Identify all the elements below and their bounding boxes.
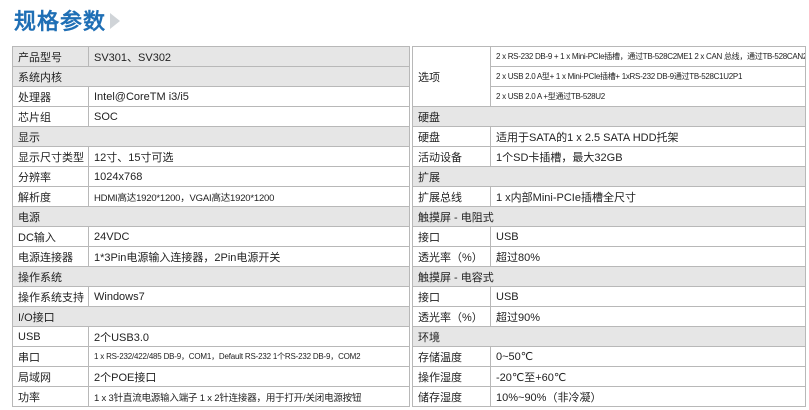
spec-label: 芯片组 xyxy=(12,106,89,127)
spec-row: 处理器 Intel@CoreTM i3/i5 xyxy=(12,86,410,107)
spec-label: 操作系统支持 xyxy=(12,286,89,307)
section-title: 显示 xyxy=(12,126,410,147)
spec-value: Intel@CoreTM i3/i5 xyxy=(88,86,410,107)
section-row: 扩展 xyxy=(412,166,806,187)
spec-value: SOC xyxy=(88,106,410,127)
section-row: 硬盘 xyxy=(412,106,806,127)
spec-row: 串口 1 x RS-232/422/485 DB-9，COM1，Default R… xyxy=(12,346,410,367)
spec-label: 储存湿度 xyxy=(412,386,491,407)
section-row: I/O接口 xyxy=(12,306,410,327)
spec-label: 透光率（%） xyxy=(412,246,491,267)
spec-row: 解析度 HDMI高达1920*1200，VGAI高达1920*1200 xyxy=(12,186,410,207)
section-row: 电源 xyxy=(12,206,410,227)
spec-row: 芯片组 SOC xyxy=(12,106,410,127)
section-title: I/O接口 xyxy=(12,306,410,327)
section-title: 系统内核 xyxy=(12,66,410,87)
right-spec-table: 选项 2 x RS-232 DB-9 + 1 x Mini-PCIe插槽，通过TB… xyxy=(412,46,806,407)
spec-value: 1*3Pin电源输入连接器，2Pin电源开关 xyxy=(88,246,410,267)
spec-row: 电源连接器 1*3Pin电源输入连接器，2Pin电源开关 xyxy=(12,246,410,267)
spec-row: 产品型号 SV301、SV302 xyxy=(12,46,410,67)
spec-label: 接口 xyxy=(412,286,491,307)
spec-option: 2 x USB 2.0 A +型通过TB-528U2 xyxy=(490,86,806,107)
spec-row: 显示尺寸类型 12寸、15寸可选 xyxy=(12,146,410,167)
spec-label: 显示尺寸类型 xyxy=(12,146,89,167)
spec-row: 扩展总线 1 x内部Mini-PCIe插槽全尺寸 xyxy=(412,186,806,207)
spec-value: 超过80% xyxy=(490,246,806,267)
section-row: 触摸屏 - 电阻式 xyxy=(412,206,806,227)
spec-row: 接口 USB xyxy=(412,226,806,247)
spec-row: 操作湿度 -20℃至+60℃ xyxy=(412,366,806,387)
spec-row: 透光率（%） 超过80% xyxy=(412,246,806,267)
spec-value: 12寸、15寸可选 xyxy=(88,146,410,167)
spec-row: USB 2个USB3.0 xyxy=(12,326,410,347)
spec-label: USB xyxy=(12,326,89,347)
spec-label: 串口 xyxy=(12,346,89,367)
spec-value: HDMI高达1920*1200，VGAI高达1920*1200 xyxy=(88,186,410,207)
spec-label: 存储温度 xyxy=(412,346,491,367)
spec-value: 2个USB3.0 xyxy=(88,326,410,347)
spec-label: 活动设备 xyxy=(412,146,491,167)
section-row: 显示 xyxy=(12,126,410,147)
section-row: 操作系统 xyxy=(12,266,410,287)
spec-value: 1个SD卡插槽，最大32GB xyxy=(490,146,806,167)
spec-row: 储存湿度 10%~90%（非冷凝） xyxy=(412,386,806,407)
spec-value: 超过90% xyxy=(490,306,806,327)
spec-value: 1 x内部Mini-PCIe插槽全尺寸 xyxy=(490,186,806,207)
page-title: 规格参数 xyxy=(14,9,107,34)
spec-row: 透光率（%） 超过90% xyxy=(412,306,806,327)
spec-option: 2 x RS-232 DB-9 + 1 x Mini-PCIe插槽，通过TB-5… xyxy=(490,46,806,67)
spec-row: 活动设备 1个SD卡插槽，最大32GB xyxy=(412,146,806,167)
spec-option: 2 x USB 2.0 A型+ 1 x Mini-PCIe插槽+ 1xRS-23… xyxy=(490,66,806,87)
spec-value: Windows7 xyxy=(88,286,410,307)
spec-value: SV301、SV302 xyxy=(88,46,410,67)
spec-value: 1 x RS-232/422/485 DB-9，COM1，Default RS-… xyxy=(88,346,410,367)
spec-label: 处理器 xyxy=(12,86,89,107)
spec-row: 局域网 2个POE接口 xyxy=(12,366,410,387)
spec-value: 24VDC xyxy=(88,226,410,247)
spec-label: 局域网 xyxy=(12,366,89,387)
title-arrow xyxy=(110,13,120,29)
section-title: 电源 xyxy=(12,206,410,227)
spec-row: 分辨率 1024x768 xyxy=(12,166,410,187)
section-title: 触摸屏 - 电阻式 xyxy=(412,206,806,227)
spec-label: 扩展总线 xyxy=(412,186,491,207)
spec-label: 硬盘 xyxy=(412,126,491,147)
spec-value: 0~50℃ xyxy=(490,346,806,367)
section-title: 扩展 xyxy=(412,166,806,187)
spec-row: 功率 1 x 3针直流电源输入端子 1 x 2针连接器，用于打开/关闭电源按钮 xyxy=(12,386,410,407)
section-title: 触摸屏 - 电容式 xyxy=(412,266,806,287)
spec-value: -20℃至+60℃ xyxy=(490,366,806,387)
spec-label: 分辨率 xyxy=(12,166,89,187)
spec-value: 1 x 3针直流电源输入端子 1 x 2针连接器，用于打开/关闭电源按钮 xyxy=(88,386,410,407)
spec-value: 10%~90%（非冷凝） xyxy=(490,386,806,407)
spec-value: USB xyxy=(490,286,806,307)
spec-label: 产品型号 xyxy=(12,46,89,67)
section-row: 触摸屏 - 电容式 xyxy=(412,266,806,287)
spec-value: USB xyxy=(490,226,806,247)
spec-label: 透光率（%） xyxy=(412,306,491,327)
spec-row: 选项 2 x RS-232 DB-9 + 1 x Mini-PCIe插槽，通过TB… xyxy=(412,46,806,107)
left-spec-table: 产品型号 SV301、SV302 系统内核 处理器 Intel@CoreTM i3/i5… xyxy=(12,46,410,407)
spec-label: 接口 xyxy=(412,226,491,247)
section-title: 操作系统 xyxy=(12,266,410,287)
spec-label: 操作湿度 xyxy=(412,366,491,387)
spec-label: 选项 xyxy=(412,46,491,107)
spec-label: DC输入 xyxy=(12,226,89,247)
spec-value: 1024x768 xyxy=(88,166,410,187)
spec-row: 存储温度 0~50℃ xyxy=(412,346,806,367)
spec-row: 接口 USB xyxy=(412,286,806,307)
section-title: 环境 xyxy=(412,326,806,347)
spec-row: 硬盘 适用于SATA的1 x 2.5 SATA HDD托架 xyxy=(412,126,806,147)
section-row: 系统内核 xyxy=(12,66,410,87)
spec-row: DC输入 24VDC xyxy=(12,226,410,247)
spec-row: 操作系统支持 Windows7 xyxy=(12,286,410,307)
spec-label: 解析度 xyxy=(12,186,89,207)
spec-value: 适用于SATA的1 x 2.5 SATA HDD托架 xyxy=(490,126,806,147)
spec-value: 2个POE接口 xyxy=(88,366,410,387)
section-row: 环境 xyxy=(412,326,806,347)
spec-label: 电源连接器 xyxy=(12,246,89,267)
spec-label: 功率 xyxy=(12,386,89,407)
section-title: 硬盘 xyxy=(412,106,806,127)
